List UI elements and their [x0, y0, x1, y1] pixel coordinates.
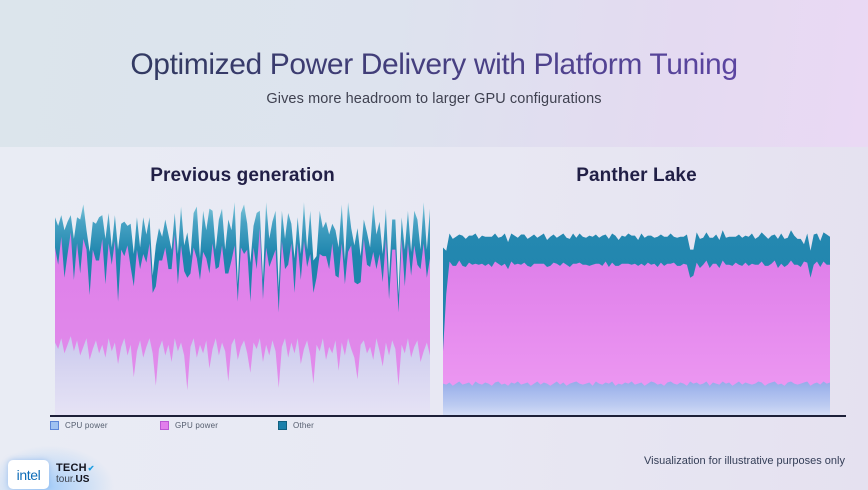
- techtour-tech-text: TECH: [56, 462, 87, 474]
- intel-logo-text: intel: [16, 466, 41, 483]
- page-subtitle: Gives more headroom to larger GPU config…: [266, 91, 602, 107]
- page-title: Optimized Power Delivery with Platform T…: [0, 48, 868, 82]
- legend-label: GPU power: [175, 421, 219, 430]
- legend-label: CPU power: [65, 421, 108, 430]
- legend-item-gpu-power: GPU power: [160, 421, 218, 430]
- previous-generation-area-chart: [55, 202, 430, 416]
- header: Optimized Power Delivery with Platform T…: [0, 0, 868, 147]
- gpu-power-swatch-icon: [160, 421, 169, 430]
- techtour-logo: TECH✔ tour.US: [56, 463, 95, 485]
- cpu-power-swatch-icon: [50, 421, 59, 430]
- techtour-tour-text: tour.: [56, 474, 76, 485]
- chart-title-previous-generation: Previous generation: [150, 165, 335, 186]
- legend-item-other: Other: [278, 421, 314, 430]
- panther-lake-area-chart: [443, 230, 830, 416]
- chart-previous-generation: [55, 200, 430, 416]
- legend-item-cpu-power: CPU power: [50, 421, 108, 430]
- chart-panther-lake: [443, 200, 830, 416]
- baseline-axis: [50, 415, 846, 417]
- techtour-check-icon: ✔: [87, 464, 95, 473]
- chart-title-panther-lake: Panther Lake: [576, 165, 697, 186]
- charts-panel: Previous generation Panther Lake: [0, 147, 868, 490]
- other-swatch-icon: [278, 421, 287, 430]
- legend-label: Other: [293, 421, 315, 430]
- intel-logo: intel: [8, 460, 49, 489]
- disclaimer-text: Visualization for illustrative purposes …: [644, 455, 845, 467]
- techtour-us-text: US: [75, 474, 90, 485]
- legend: CPU power GPU power Other: [0, 421, 868, 437]
